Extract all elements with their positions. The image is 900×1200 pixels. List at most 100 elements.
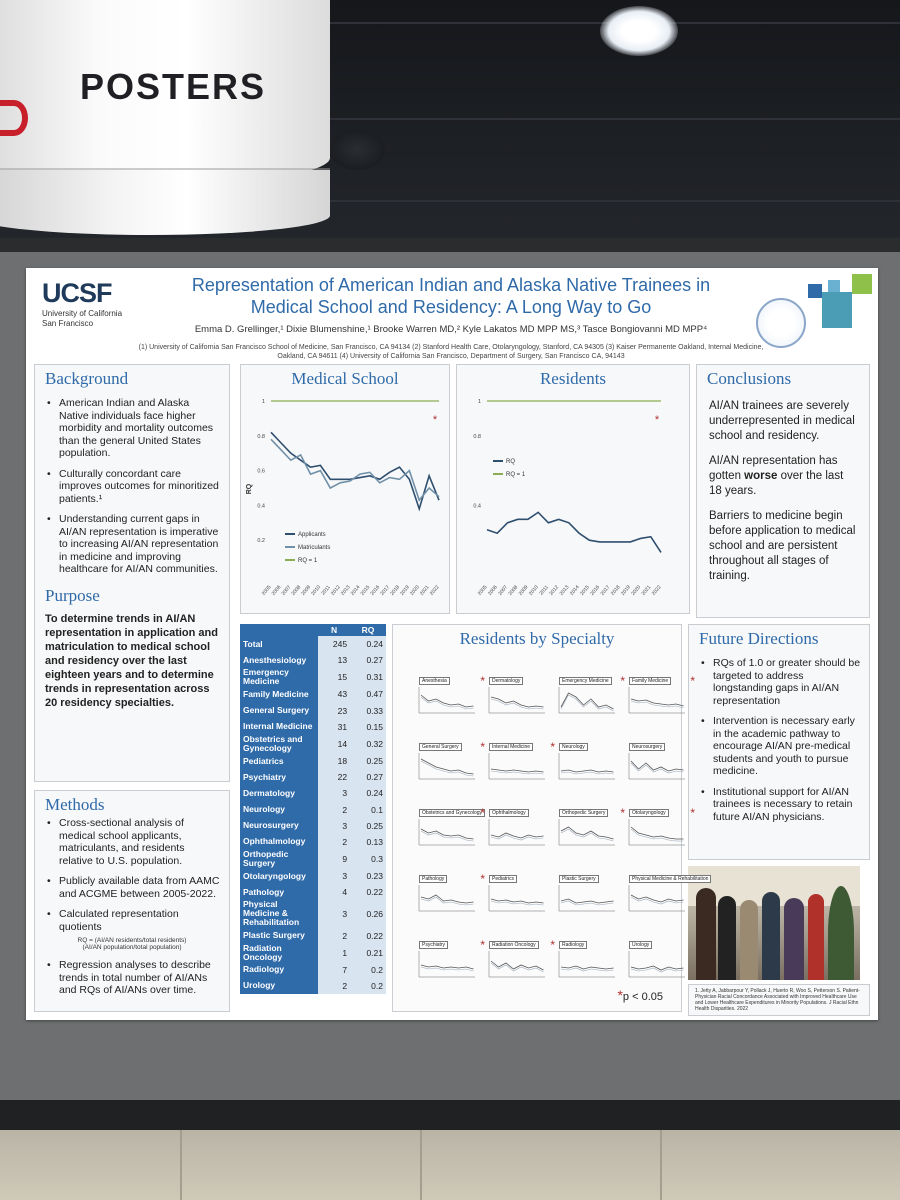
table-cell-rq: 0.24 <box>350 636 386 653</box>
table-cell-rq: 0.25 <box>350 817 386 834</box>
purpose-heading: Purpose <box>45 585 100 605</box>
conclusions-p2-text-end: over the last 18 years. <box>709 470 844 497</box>
specialty-mini-chart: Ophthalmology <box>483 809 547 851</box>
table-cell-specialty: Emergency Medicine <box>240 668 318 687</box>
medical-school-chart: 0.20.40.60.81RQ2005200620072008200920102… <box>246 399 441 597</box>
mini-trend-line <box>420 896 474 906</box>
mini-trend-line <box>490 770 544 775</box>
mini-chart-significance-star: * <box>620 806 625 820</box>
x-tick-label: 2016 <box>369 584 381 597</box>
x-tick-label: 2013 <box>340 584 352 597</box>
x-tick-label: 2017 <box>600 584 612 597</box>
table-cell-n: 2 <box>318 801 351 818</box>
mini-trend-line <box>630 700 684 709</box>
x-tick-label: 2019 <box>399 584 411 597</box>
table-cell-specialty: Obstetrics and Gynecology <box>240 734 318 753</box>
future-directions-heading: Future Directions <box>699 629 819 648</box>
x-tick-label: 2022 <box>651 584 663 597</box>
mini-chart-label: Neurosurgery <box>629 743 666 751</box>
x-tick-label: 2016 <box>589 584 601 597</box>
table-row: Physical Medicine & Rehabilitation 3 0.26 <box>240 900 386 928</box>
residents-chart-title: Residents <box>539 369 607 388</box>
table-row: Total 245 0.24 <box>240 636 386 653</box>
mini-chart-significance-star: * <box>620 674 625 688</box>
floor-seam <box>180 1130 182 1200</box>
y-tick-label: 0.4 <box>473 503 481 509</box>
table-cell-n: 4 <box>318 884 351 901</box>
table-cell-specialty: Dermatology <box>240 785 318 802</box>
mini-chart-plot <box>558 687 615 714</box>
table-cell-specialty: Otolaryngology <box>240 868 318 885</box>
x-tick-label: 2019 <box>620 584 632 597</box>
table-header: RQ <box>350 624 386 636</box>
mini-chart-label: Radiation Oncology <box>489 941 539 949</box>
table-cell-rq: 0.2 <box>350 977 386 994</box>
table-row: Neurology 2 0.1 <box>240 801 386 818</box>
mini-trend-line <box>630 828 684 842</box>
mini-chart-plot <box>488 687 545 714</box>
conclusions-p2-emphasis: worse <box>744 470 778 482</box>
specialty-mini-chart: Urology <box>623 941 687 983</box>
conclusions-p3: Barriers to medicine begin before applic… <box>709 510 856 582</box>
poster-authors: Emma D. Grellinger,¹ Dixie Blumenshine,¹… <box>194 324 708 335</box>
mini-chart-label: Internal Medicine <box>489 743 534 751</box>
mini-trend-line <box>630 896 684 905</box>
table-cell-n: 2 <box>318 833 351 851</box>
mini-chart-plot <box>628 951 685 978</box>
posters-sign-text: POSTERS <box>80 66 267 107</box>
table-row: Anesthesiology 13 0.27 <box>240 652 386 669</box>
table-cell-specialty: Pediatrics <box>240 752 318 770</box>
table-cell-specialty: General Surgery <box>240 702 318 719</box>
series-line <box>486 511 662 553</box>
mini-trend-line <box>630 762 684 774</box>
x-tick-label: 2018 <box>610 584 622 597</box>
x-tick-label: 2009 <box>300 584 312 597</box>
mini-chart-plot <box>488 951 545 978</box>
table-row: Dermatology 3 0.24 <box>240 785 386 802</box>
mini-chart-label: Dermatology <box>489 677 524 685</box>
table-cell-specialty: Orthopedic Surgery <box>240 850 318 869</box>
significance-note: *p < 0.05 <box>617 987 663 1003</box>
mini-chart-plot <box>628 885 685 912</box>
mini-chart-label: Pathology <box>419 875 448 883</box>
table-cell-n: 22 <box>318 769 351 786</box>
table-row: Orthopedic Surgery 9 0.3 <box>240 850 386 869</box>
specialty-mini-chart: Anesthesia * <box>413 674 485 719</box>
table-cell-rq: 0.27 <box>350 769 386 786</box>
significance-text: p < 0.05 <box>622 991 663 1003</box>
table-row: Radiology 7 0.2 <box>240 961 386 978</box>
mini-chart-plot <box>558 951 615 978</box>
mini-chart-plot <box>628 819 685 846</box>
board-base <box>0 1100 900 1130</box>
x-tick-label: 2022 <box>429 584 441 597</box>
medical-school-chart-panel: Medical School 0.2 0.4 0.6 0.8 1 RQ 2005 2006 20… <box>240 364 450 614</box>
table-cell-specialty: Radiation Oncology <box>240 943 318 962</box>
mini-chart-label: Psychiatry <box>419 941 449 949</box>
mini-series-line <box>630 826 684 840</box>
table-cell-specialty: Family Medicine <box>240 686 318 703</box>
table-row: Neurosurgery 3 0.25 <box>240 817 386 834</box>
series-line <box>270 438 440 502</box>
mini-series-line <box>420 894 474 904</box>
mini-trend-line <box>560 828 614 842</box>
x-tick-label: 2007 <box>497 584 509 597</box>
specialty-mini-chart: Pediatrics <box>483 875 547 917</box>
specialty-mini-chart: Family Medicine * <box>623 674 695 719</box>
x-tick-label: 2010 <box>528 584 540 597</box>
table-row: Family Medicine 43 0.47 <box>240 686 386 703</box>
specialty-mini-chart: Orthopedic Surgery * <box>553 806 625 851</box>
specialty-mini-chart: Physical Medicine & Rehabilitation <box>623 875 712 917</box>
ucsf-logo: UCSF University of California San Franci… <box>42 278 122 329</box>
table-cell-rq: 0.33 <box>350 702 386 719</box>
mini-trend-line <box>420 696 474 710</box>
methods-bullet: Calculated representation quotients <box>35 908 229 933</box>
mini-series-line <box>560 898 614 904</box>
mini-trend-line <box>420 830 474 842</box>
specialty-mini-chart: Otolaryngology * <box>623 806 695 851</box>
medical-school-chart-title: Medical School <box>291 369 399 388</box>
table-cell-n: 3 <box>318 868 351 885</box>
x-tick-label: 2021 <box>641 584 653 597</box>
table-cell-n: 3 <box>318 900 351 928</box>
table-cell-rq: 0.22 <box>350 927 386 944</box>
mini-series-line <box>630 894 684 903</box>
